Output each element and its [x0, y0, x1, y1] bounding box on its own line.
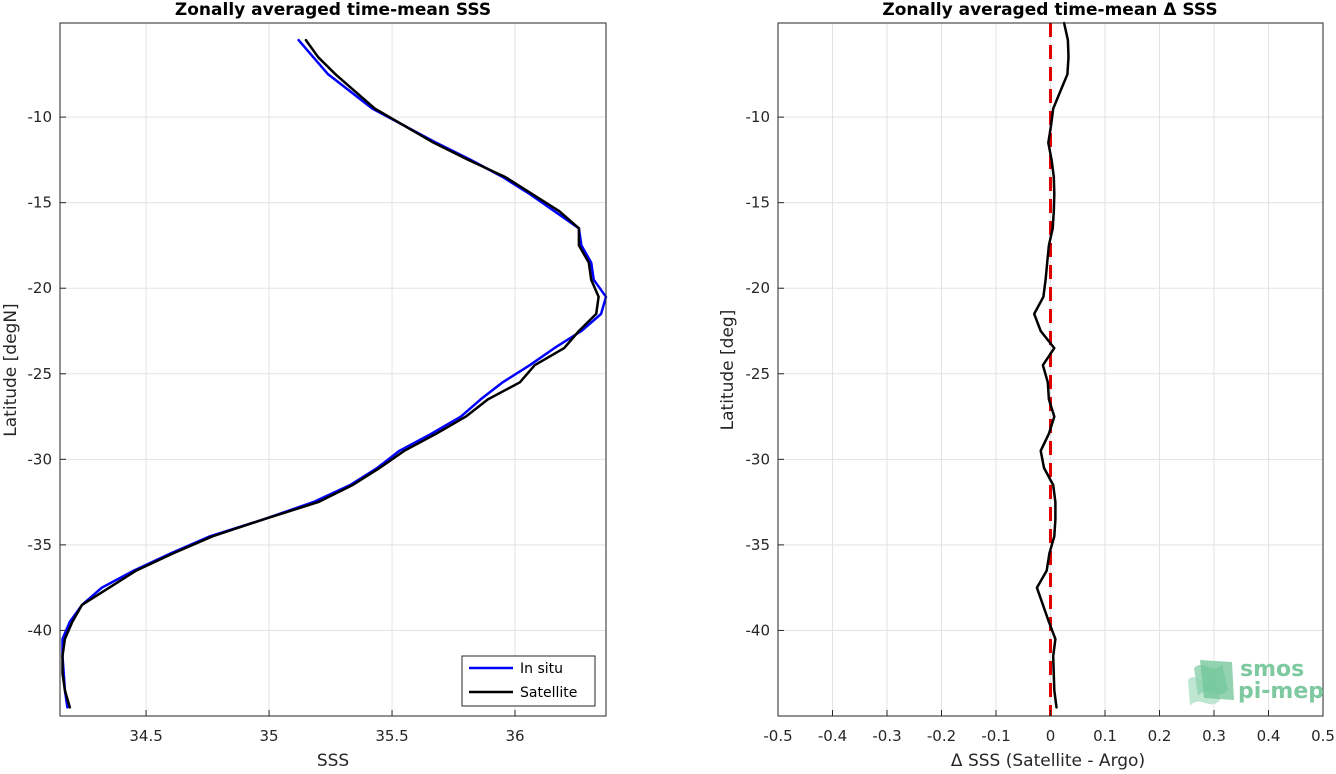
right-y-tick-label: -10 — [746, 108, 771, 126]
legend-box — [461, 655, 596, 707]
left-y-tick-label: -25 — [28, 365, 53, 383]
left-panel: 34.5 35 35.5 36 -40 -35 -30 -25 -20 -15 -10 Zonal… — [1, 0, 608, 771]
right-x-tick-label: -0.3 — [872, 727, 901, 745]
right-chart-title: Zonally averaged time-mean Δ SSS — [882, 0, 1217, 20]
right-x-tick-label: 0.1 — [1093, 727, 1117, 745]
right-x-tick-label: -0.4 — [818, 727, 847, 745]
right-series-line-delta-sss — [1032, 21, 1070, 709]
right-x-tick-label: 0 — [1046, 727, 1056, 745]
left-y-tick-label: -10 — [28, 108, 53, 126]
right-y-tick-label: -30 — [746, 450, 771, 468]
left-x-ticks: 34.5 35 35.5 36 — [129, 710, 525, 745]
left-y-tick-label: -15 — [28, 194, 53, 212]
right-y-tick-label: -35 — [746, 536, 771, 554]
right-y-ticks: -40 -35 -30 -25 -20 -15 -10 — [746, 108, 784, 639]
right-x-tick-label: 0.3 — [1202, 727, 1226, 745]
right-x-tick-label: -0.2 — [927, 727, 956, 745]
right-series-group — [1032, 21, 1070, 716]
right-panel: -0.5 -0.4 -0.3 -0.2 -0.1 0 0.1 0.2 0.3 0.4 0.5 -40… — [718, 0, 1335, 771]
right-y-tick-label: -15 — [746, 194, 771, 212]
right-x-tick-label: -0.5 — [763, 727, 792, 745]
left-series-group — [61, 38, 608, 709]
left-x-tick-label: 36 — [505, 727, 524, 745]
smos-pi-mep-logo: smos pi-mep — [1188, 657, 1324, 706]
left-y-axis-label: Latitude [degN] — [1, 303, 21, 436]
left-x-tick-label: 34.5 — [129, 727, 162, 745]
left-y-tick-label: -20 — [28, 279, 53, 297]
left-x-tick-label: 35 — [260, 727, 279, 745]
right-y-tick-label: -20 — [746, 279, 771, 297]
left-y-tick-label: -35 — [28, 536, 53, 554]
left-grid — [60, 23, 606, 716]
right-x-tick-label: 0.4 — [1257, 727, 1281, 745]
logo-text-line2: pi-mep — [1238, 679, 1324, 704]
right-x-axis-label: Δ SSS (Satellite - Argo) — [951, 751, 1145, 770]
left-x-tick-label: 35.5 — [375, 727, 408, 745]
left-y-tick-label: -30 — [28, 450, 53, 468]
left-y-ticks: -40 -35 -30 -25 -20 -15 -10 — [28, 108, 66, 639]
logo-wave-icon — [1188, 660, 1234, 706]
right-y-tick-label: -40 — [746, 621, 771, 639]
right-y-axis-label: Latitude [deg] — [718, 310, 738, 431]
legend: In situ Satellite — [461, 655, 596, 707]
right-x-tick-label: 0.5 — [1311, 727, 1335, 745]
legend-label-satellite: Satellite — [520, 685, 577, 701]
logo-text-line1: smos — [1240, 657, 1304, 682]
legend-label-in-situ: In situ — [520, 661, 563, 677]
left-y-tick-label: -40 — [28, 621, 53, 639]
right-y-tick-label: -25 — [746, 365, 771, 383]
right-x-ticks: -0.5 -0.4 -0.3 -0.2 -0.1 0 0.1 0.2 0.3 0.4 0.5 — [763, 710, 1335, 745]
left-series-line-satellite — [61, 38, 600, 709]
left-x-axis-label: SSS — [317, 751, 349, 770]
right-x-tick-label: 0.2 — [1148, 727, 1172, 745]
right-x-tick-label: -0.1 — [981, 727, 1010, 745]
left-chart-title: Zonally averaged time-mean SSS — [175, 0, 491, 20]
left-plot-frame — [59, 22, 607, 717]
